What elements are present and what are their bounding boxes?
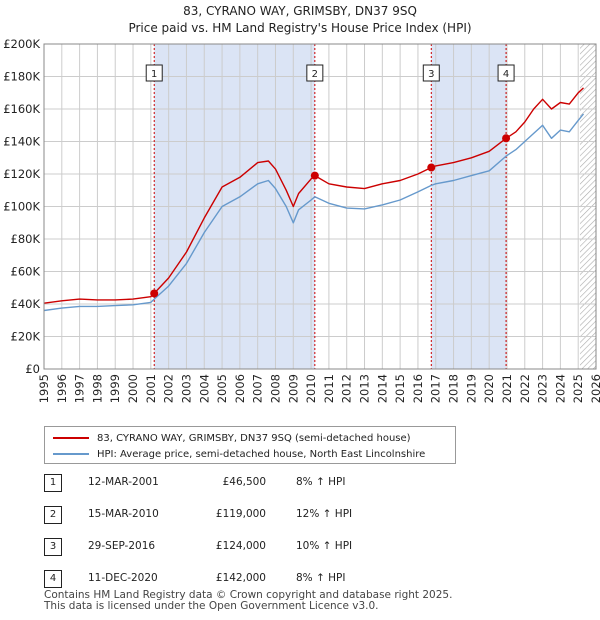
transaction-number: 4 (44, 570, 62, 588)
table-row: 3 29-SEP-2016 £124,000 10% ↑ HPI (44, 538, 404, 558)
x-tick-label: 2005 (215, 374, 229, 403)
y-tick-label: £80K (11, 232, 41, 246)
x-tick-label: 2022 (518, 374, 532, 403)
transaction-point-3 (427, 163, 436, 172)
x-tick-label: 2025 (571, 374, 585, 403)
transaction-point-2 (310, 171, 319, 180)
y-tick-label: £180K (3, 70, 40, 84)
chart-subtitle: Price paid vs. HM Land Registry's House … (128, 21, 471, 35)
x-tick-label: 2019 (464, 374, 478, 403)
legend: 83, CYRANO WAY, GRIMSBY, DN37 9SQ (semi-… (44, 426, 456, 464)
transaction-price: £119,000 (215, 508, 266, 520)
y-tick-label: £200K (3, 37, 40, 51)
y-tick-label: £140K (3, 135, 40, 149)
transaction-date: 29-SEP-2016 (88, 540, 156, 552)
transaction-hpi-diff: 12% ↑ HPI (296, 508, 353, 520)
footer-licence: This data is licensed under the Open Gov… (44, 600, 379, 612)
x-tick-label: 2023 (536, 374, 550, 403)
x-tick-label: 2024 (553, 374, 567, 403)
transaction-point-1 (150, 289, 159, 298)
x-tick-label: 2001 (144, 374, 158, 403)
x-tick-label: 1999 (108, 374, 122, 403)
legend-label-property: 83, CYRANO WAY, GRIMSBY, DN37 9SQ (semi-… (97, 432, 411, 444)
x-tick-label: 2012 (340, 374, 354, 403)
series-line-hpi (43, 113, 585, 312)
x-tick-label: 2014 (375, 374, 389, 403)
legend-label-hpi: HPI: Average price, semi-detached house,… (97, 448, 426, 460)
transaction-marker-label-1: 1 (151, 69, 157, 80)
x-tick-label: 2026 (589, 374, 600, 403)
chart-title: 83, CYRANO WAY, GRIMSBY, DN37 9SQ (183, 4, 417, 18)
transaction-marker-label-2: 2 (312, 69, 318, 80)
transaction-number: 1 (44, 474, 62, 492)
x-tick-label: 2017 (429, 374, 443, 403)
x-tick-label: 2003 (179, 374, 193, 403)
x-tick-label: 2010 (304, 374, 318, 403)
plot-frame (43, 43, 597, 370)
transaction-marker-box-1 (145, 64, 163, 82)
transaction-price: £124,000 (215, 540, 266, 552)
transaction-marker-box-4 (497, 64, 515, 82)
x-tick-label: 2011 (322, 374, 336, 403)
legend-swatch-hpi (53, 453, 89, 455)
x-tick-label: 2008 (268, 374, 282, 403)
transaction-number: 2 (44, 506, 62, 524)
x-tick-label: 2000 (126, 374, 140, 403)
x-tick-label: 1998 (90, 374, 104, 403)
transaction-hpi-diff: 10% ↑ HPI (296, 540, 353, 552)
x-tick-label: 2021 (500, 374, 514, 403)
transaction-price: £46,500 (222, 476, 266, 488)
transaction-date: 15-MAR-2010 (88, 508, 159, 520)
x-tick-label: 2002 (162, 374, 176, 403)
legend-item-hpi: HPI: Average price, semi-detached house,… (53, 446, 425, 462)
y-tick-label: £0 (25, 362, 40, 376)
price-chart: 83, CYRANO WAY, GRIMSBY, DN37 9SQ Price … (3, 4, 600, 403)
y-tick-label: £120K (3, 167, 40, 181)
transaction-marker-box-3 (422, 64, 440, 82)
y-tick-label: £100K (3, 200, 40, 214)
y-tick-label: £160K (3, 102, 40, 116)
transaction-marker-label-3: 3 (428, 69, 434, 80)
x-tick-label: 2004 (197, 374, 211, 403)
y-tick-label: £60K (11, 265, 41, 279)
x-tick-label: 2013 (358, 374, 372, 403)
transaction-point-4 (502, 134, 511, 143)
table-row: 4 11-DEC-2020 £142,000 8% ↑ HPI (44, 570, 404, 590)
x-tick-label: 2016 (411, 374, 425, 403)
x-tick-label: 2007 (251, 374, 265, 403)
legend-swatch-property (53, 437, 89, 439)
x-tick-label: 1996 (55, 374, 69, 403)
transaction-hpi-diff: 8% ↑ HPI (296, 572, 346, 584)
footer: Contains HM Land Registry data © Crown c… (44, 590, 452, 612)
x-tick-label: 1997 (73, 374, 87, 403)
transaction-price: £142,000 (215, 572, 266, 584)
transaction-date: 12-MAR-2001 (88, 476, 159, 488)
x-tick-label: 2015 (393, 374, 407, 403)
table-row: 2 15-MAR-2010 £119,000 12% ↑ HPI (44, 506, 404, 526)
table-row: 1 12-MAR-2001 £46,500 8% ↑ HPI (44, 474, 404, 494)
transaction-hpi-diff: 8% ↑ HPI (296, 476, 346, 488)
transaction-marker-label-4: 4 (503, 69, 509, 80)
x-tick-label: 1995 (37, 374, 51, 403)
legend-item-property: 83, CYRANO WAY, GRIMSBY, DN37 9SQ (semi-… (53, 430, 411, 446)
footer-copyright: Contains HM Land Registry data © Crown c… (44, 589, 453, 601)
transaction-number: 3 (44, 538, 62, 556)
y-tick-label: £40K (11, 297, 41, 311)
x-tick-label: 2006 (233, 374, 247, 403)
x-tick-label: 2009 (286, 374, 300, 403)
x-tick-label: 2018 (447, 374, 461, 403)
x-tick-label: 2020 (482, 374, 496, 403)
transaction-marker-box-2 (306, 64, 324, 82)
y-tick-label: £20K (11, 330, 41, 344)
transaction-date: 11-DEC-2020 (88, 572, 158, 584)
